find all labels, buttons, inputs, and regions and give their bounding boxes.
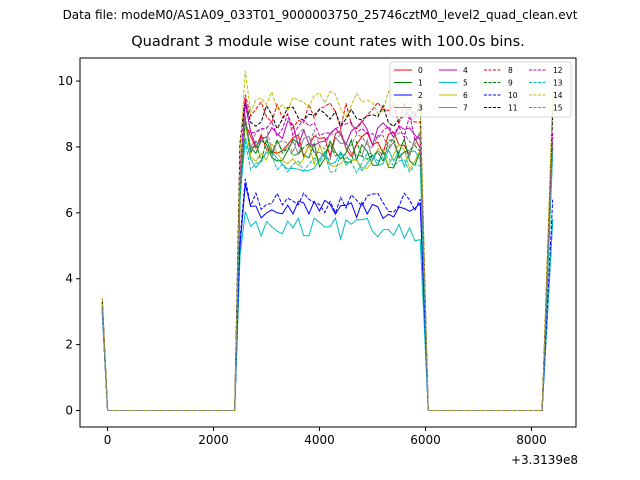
- y-tick-label: 2: [65, 338, 73, 352]
- x-offset-label: +3.3139e8: [510, 453, 578, 467]
- y-tick-label: 6: [65, 206, 73, 220]
- chart-title: Quadrant 3 module wise count rates with …: [131, 34, 525, 50]
- series-line-14: [101, 70, 554, 411]
- series-line-3: [101, 211, 554, 411]
- series-line-13: [101, 142, 554, 411]
- legend-label-0: 0: [418, 66, 423, 75]
- series-line-4: [101, 103, 554, 411]
- x-tick-label: 8000: [516, 433, 547, 447]
- plot-area: [101, 70, 554, 411]
- legend-label-10: 10: [508, 91, 518, 100]
- legend-label-7: 7: [463, 104, 468, 113]
- series-line-12: [101, 98, 554, 411]
- series-line-1: [101, 120, 554, 411]
- legend-label-6: 6: [463, 91, 468, 100]
- legend-label-4: 4: [463, 66, 468, 75]
- x-tick-label: 0: [104, 433, 112, 447]
- axes-frame: [79, 57, 577, 428]
- x-tick-label: 6000: [410, 433, 441, 447]
- series-line-6: [101, 122, 554, 411]
- legend-label-14: 14: [553, 91, 563, 100]
- series-line-7: [101, 119, 554, 411]
- legend-box: [389, 61, 572, 118]
- y-tick-label: 10: [58, 74, 73, 88]
- series-line-9: [101, 118, 554, 411]
- series-line-10: [101, 178, 554, 411]
- series-line-2: [101, 184, 554, 411]
- series-line-8: [101, 94, 554, 411]
- series-line-5: [101, 137, 554, 411]
- series-line-11: [101, 100, 554, 411]
- legend-label-5: 5: [463, 79, 468, 88]
- x-tick-label: 2000: [198, 433, 229, 447]
- legend-label-9: 9: [508, 79, 513, 88]
- legend-label-13: 13: [553, 79, 563, 88]
- legend-label-3: 3: [418, 104, 423, 113]
- series-line-0: [101, 122, 554, 411]
- y-tick-label: 0: [65, 404, 73, 418]
- legend-label-1: 1: [418, 79, 423, 88]
- series-line-15: [101, 114, 554, 411]
- legend-label-2: 2: [418, 91, 423, 100]
- y-tick-label: 4: [65, 272, 73, 286]
- x-tick-label: 4000: [304, 433, 335, 447]
- legend-label-8: 8: [508, 66, 513, 75]
- y-tick-label: 8: [65, 140, 73, 154]
- legend-label-12: 12: [553, 66, 563, 75]
- legend-label-15: 15: [553, 104, 563, 113]
- suptitle: Data file: modeM0/AS1A09_033T01_90000037…: [62, 8, 578, 22]
- legend-label-11: 11: [508, 104, 518, 113]
